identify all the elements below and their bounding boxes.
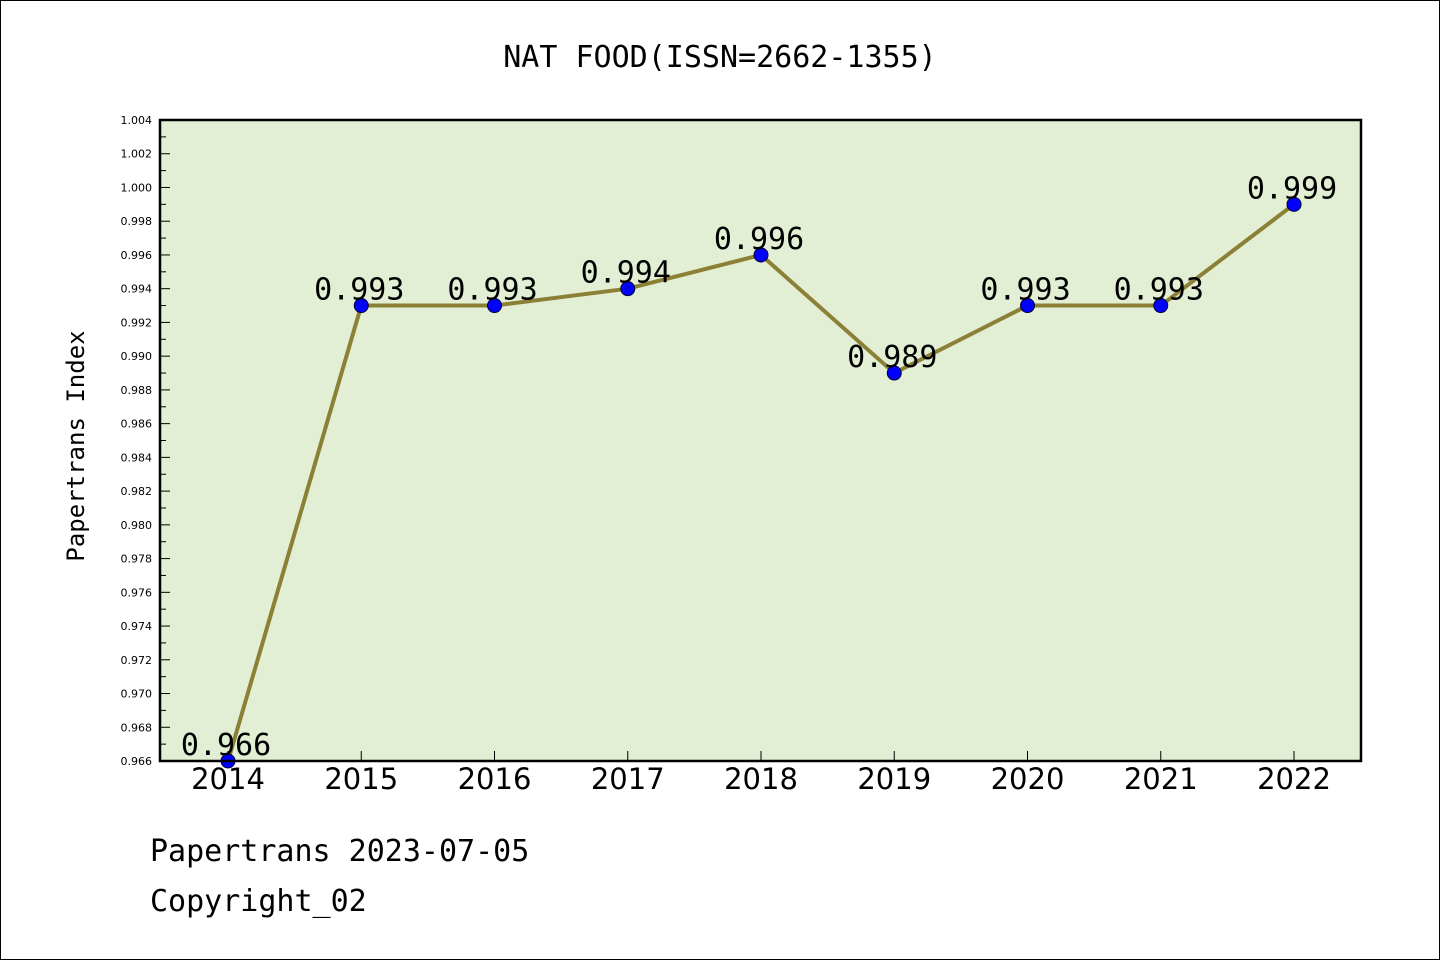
data-point <box>1020 298 1035 314</box>
data-label: 0.996 <box>714 222 804 257</box>
data-label: 0.966 <box>181 728 271 763</box>
chart-title: NAT FOOD(ISSN=2662-1355) <box>503 40 936 75</box>
x-tick-label: 2019 <box>857 762 931 796</box>
y-axis-label: Papertrans Index <box>62 330 90 561</box>
x-tick-label: 2017 <box>591 762 665 796</box>
copyright-note: Copyright_02 <box>150 884 367 919</box>
data-label: 0.993 <box>314 273 404 308</box>
y-tick-label: 1.002 <box>121 148 153 161</box>
x-tick-label: 2018 <box>724 762 798 796</box>
y-tick-label: 0.966 <box>121 755 153 768</box>
data-labels: 0.966 0.993 0.993 0.994 0.996 0.989 0.993 0.993… <box>181 171 1337 763</box>
data-point <box>487 298 502 314</box>
data-label: 0.993 <box>980 273 1070 308</box>
series-line <box>220 196 1302 769</box>
y-tick-label: 0.972 <box>121 654 153 667</box>
data-point <box>353 298 369 314</box>
x-axis: 2014 2015 2016 2017 2018 2019 2020 2021 2022 <box>191 751 1331 796</box>
x-tick-label: 2020 <box>991 762 1065 796</box>
y-axis: 0.966 0.968 0.970 0.972 0.974 0.976 0.978 0.980… <box>121 114 170 768</box>
y-tick-label: 0.974 <box>121 620 153 633</box>
data-label: 0.989 <box>847 340 937 375</box>
x-tick-label: 2022 <box>1257 762 1331 796</box>
data-label: 0.994 <box>581 256 671 291</box>
x-tick-label: 2016 <box>458 762 532 796</box>
y-tick-label: 0.986 <box>121 418 153 431</box>
y-tick-label: 0.982 <box>121 485 153 498</box>
y-tick-label: 0.988 <box>121 384 153 397</box>
data-point <box>1286 196 1302 212</box>
y-tick-label: 0.970 <box>121 688 153 701</box>
source-note: Papertrans 2023-07-05 <box>150 834 530 869</box>
y-tick-label: 0.996 <box>121 249 153 262</box>
x-tick-label: 2021 <box>1124 762 1198 796</box>
data-label: 0.993 <box>1114 273 1204 308</box>
y-tick-label: 0.980 <box>121 519 153 532</box>
data-point <box>620 281 636 297</box>
y-tick-label: 1.000 <box>121 181 153 194</box>
y-tick-label: 0.994 <box>121 283 153 296</box>
y-tick-label: 1.004 <box>121 114 153 127</box>
data-label: 0.999 <box>1247 171 1337 206</box>
y-tick-label: 0.968 <box>121 721 153 734</box>
plot-area <box>160 120 1361 761</box>
x-tick-label: 2015 <box>324 762 398 796</box>
y-tick-label: 0.992 <box>121 316 153 329</box>
plot-border <box>158 118 1363 763</box>
data-point <box>886 365 902 381</box>
data-point <box>1153 298 1169 314</box>
data-point <box>753 247 769 263</box>
y-tick-label: 0.984 <box>121 451 153 464</box>
data-label: 0.993 <box>447 273 537 308</box>
y-tick-label: 0.990 <box>121 350 153 363</box>
y-tick-label: 0.976 <box>121 586 153 599</box>
y-tick-label: 0.978 <box>121 553 153 566</box>
y-tick-label: 0.998 <box>121 215 153 228</box>
